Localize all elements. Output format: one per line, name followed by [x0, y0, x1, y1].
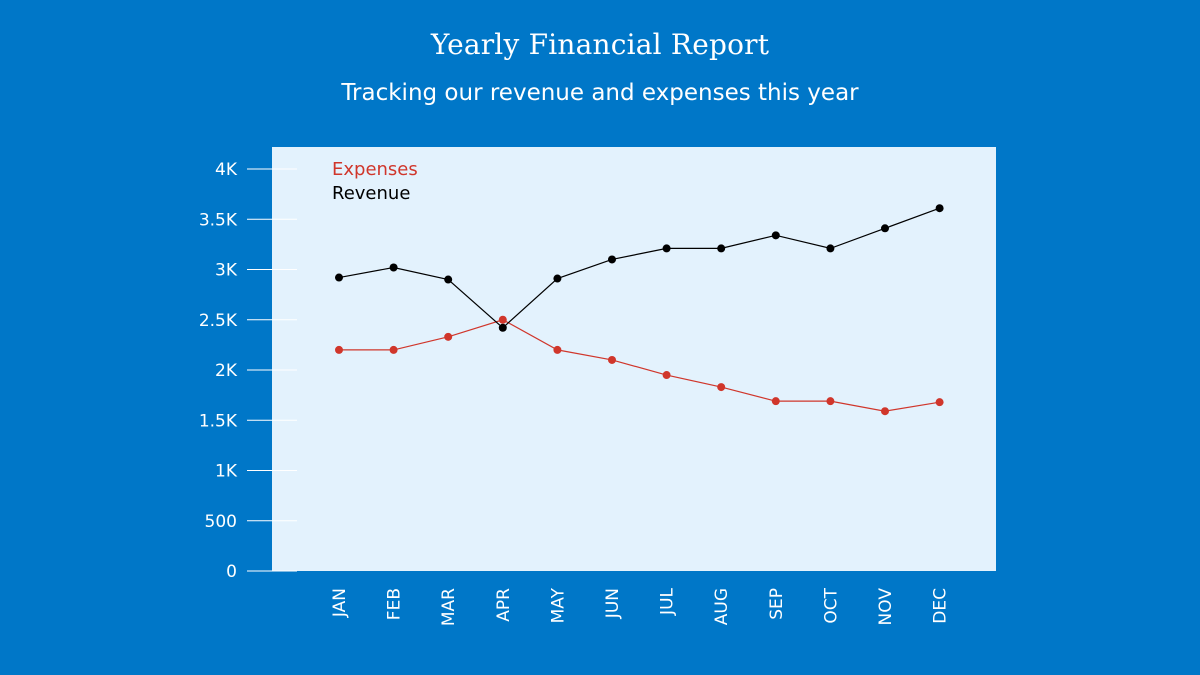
- data-point-expenses: [935, 398, 944, 407]
- x-tick-label: JUL: [658, 587, 678, 615]
- data-point-expenses: [608, 355, 616, 364]
- data-point-revenue: [881, 224, 889, 233]
- legend-item-revenue: Revenue: [332, 183, 410, 204]
- x-tick-label: APR: [494, 588, 514, 622]
- data-point-revenue: [553, 274, 562, 283]
- y-tick-label: 500: [205, 512, 237, 532]
- data-point-revenue: [826, 244, 835, 253]
- data-point-revenue: [935, 204, 944, 213]
- x-tick-label: MAR: [439, 588, 459, 626]
- x-tick-label: SEP: [767, 588, 787, 620]
- series-revenue: [335, 204, 944, 332]
- data-point-revenue: [771, 231, 780, 240]
- data-point-revenue: [389, 263, 398, 272]
- data-point-expenses: [881, 407, 889, 416]
- y-tick-label: 2.5K: [199, 311, 238, 331]
- x-tick-label: AUG: [712, 588, 732, 625]
- data-point-expenses: [553, 345, 562, 354]
- y-tick-label: 1.5K: [199, 411, 238, 431]
- y-tick-label: 1K: [215, 462, 238, 482]
- data-point-revenue: [717, 244, 726, 253]
- series-layer: [335, 204, 944, 416]
- x-axis: JAN FEB MAR APR MAY JUN JUL AUG SEP OCT NOV DEC: [330, 587, 951, 626]
- y-tick-label: 3.5K: [199, 210, 238, 230]
- series-line-revenue: [338, 207, 940, 329]
- data-point-expenses: [662, 371, 671, 380]
- y-tick-label: 2K: [215, 361, 238, 381]
- x-tick-label: FEB: [385, 588, 405, 620]
- data-point-revenue: [498, 323, 507, 332]
- data-point-expenses: [389, 345, 398, 354]
- data-point-revenue: [662, 244, 671, 253]
- data-point-expenses: [444, 332, 453, 341]
- x-tick-label: JUN: [603, 588, 623, 619]
- series-expenses: [335, 315, 944, 416]
- data-point-expenses: [717, 383, 726, 392]
- data-point-expenses: [826, 397, 835, 406]
- legend-item-expenses: Expenses: [332, 159, 418, 180]
- series-line-expenses: [339, 319, 940, 412]
- data-point-expenses: [771, 397, 780, 406]
- x-tick-label: DEC: [931, 588, 951, 624]
- y-tick-label: 0: [226, 562, 237, 582]
- x-tick-label: MAY: [548, 587, 568, 623]
- data-point-revenue: [608, 255, 616, 264]
- data-point-expenses: [335, 345, 343, 354]
- y-axis: 0 500 1K 1.5K 2K 2.5K 3K 3.5K 4K: [199, 160, 297, 582]
- x-tick-label: NOV: [876, 588, 896, 626]
- data-point-revenue: [335, 273, 343, 282]
- chart-title: Yearly Financial Report: [430, 28, 770, 61]
- data-point-revenue: [444, 275, 453, 284]
- data-point-expenses: [498, 315, 507, 324]
- y-tick-label: 3K: [215, 261, 238, 281]
- chart-subtitle: Tracking our revenue and expenses this y…: [341, 80, 859, 106]
- legend: Expenses Revenue: [332, 159, 418, 204]
- x-tick-label: JAN: [330, 588, 350, 618]
- y-tick-label: 4K: [215, 160, 238, 180]
- x-tick-label: OCT: [821, 587, 841, 623]
- plot-area: [272, 147, 996, 571]
